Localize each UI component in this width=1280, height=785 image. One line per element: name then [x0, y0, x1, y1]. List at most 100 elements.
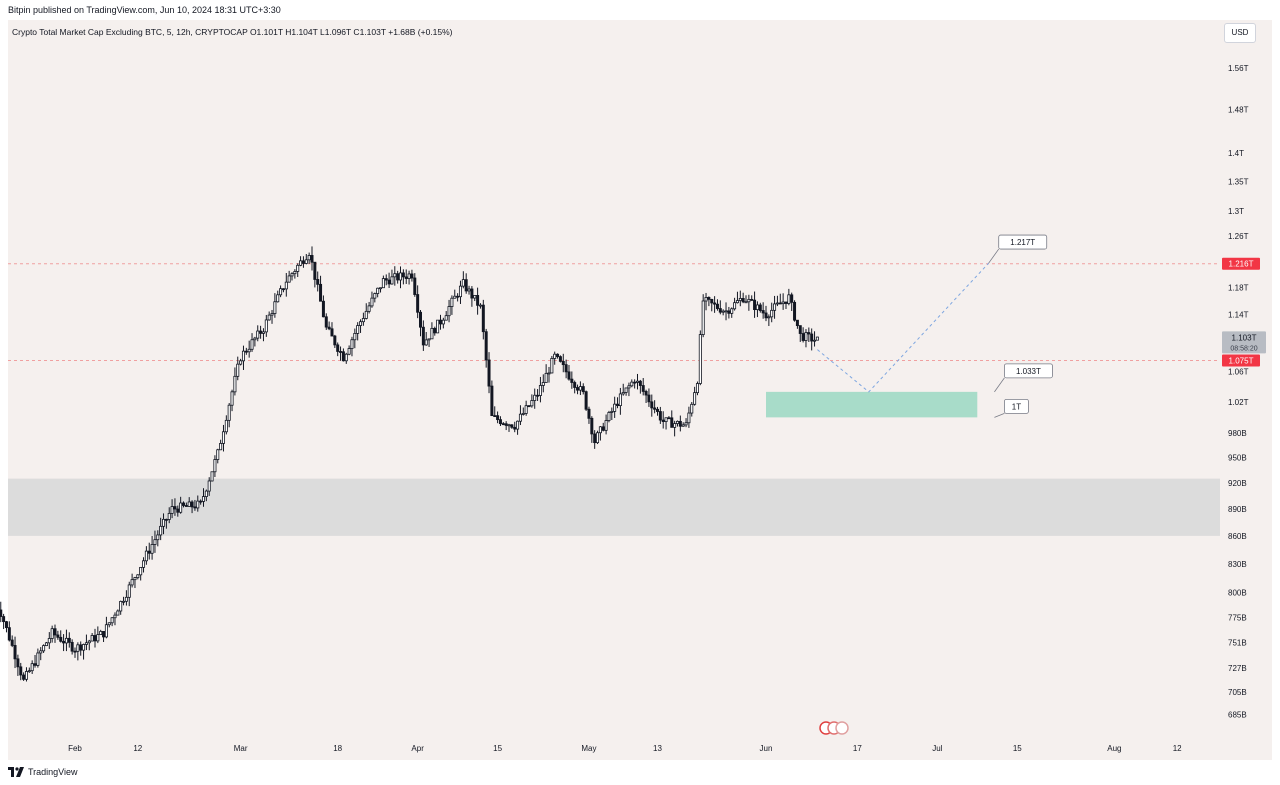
- candle: [681, 422, 685, 427]
- candle: [261, 328, 265, 342]
- candle: [210, 471, 214, 482]
- candle-body: [36, 652, 40, 666]
- candle-body: [793, 301, 797, 321]
- candle: [379, 287, 383, 293]
- candle: [504, 421, 508, 431]
- price-tick: 1.56T: [1228, 64, 1249, 73]
- candle: [738, 290, 742, 307]
- candle-body: [795, 319, 799, 327]
- candle: [484, 328, 488, 368]
- price-tick: 890B: [1228, 505, 1247, 514]
- candle-body: [156, 534, 160, 541]
- candle: [424, 332, 428, 346]
- candle-body: [379, 287, 383, 290]
- candle: [747, 294, 751, 311]
- candle: [601, 422, 605, 432]
- candle-body: [230, 391, 234, 406]
- candle-body: [321, 300, 325, 318]
- candle-body: [116, 610, 120, 616]
- candle-body: [481, 304, 485, 333]
- candle: [290, 272, 294, 281]
- candle-body: [27, 670, 31, 673]
- candle-body: [196, 500, 200, 509]
- candle-body: [647, 394, 651, 403]
- candle: [618, 387, 622, 415]
- candle-body: [213, 459, 217, 473]
- tradingview-logo-text: TradingView: [28, 767, 78, 777]
- candle: [30, 660, 34, 674]
- candle: [156, 530, 160, 547]
- candle-body: [376, 287, 380, 294]
- symbol-legend: Crypto Total Market Cap Excluding BTC, 5…: [12, 27, 453, 37]
- candle: [241, 345, 245, 370]
- candle: [436, 319, 440, 334]
- candle: [478, 303, 482, 309]
- candle: [775, 295, 779, 307]
- candle-body: [498, 419, 502, 425]
- candle-body: [747, 298, 751, 303]
- price-tick: 751B: [1228, 638, 1247, 647]
- candle-body: [727, 310, 731, 314]
- candle: [124, 590, 128, 606]
- candle: [273, 293, 277, 318]
- candle-body: [87, 640, 91, 644]
- candle: [162, 513, 166, 535]
- candle: [199, 499, 203, 505]
- candle-body: [42, 645, 46, 652]
- time-tick: Aug: [1107, 744, 1121, 753]
- candle: [116, 609, 120, 616]
- currency-button[interactable]: USD: [1224, 23, 1256, 43]
- price-tick: 775B: [1228, 614, 1247, 623]
- candle: [147, 542, 151, 560]
- candle: [650, 394, 654, 417]
- candle-body: [364, 310, 368, 319]
- candle: [293, 269, 297, 279]
- level-tag-text: 1.216T: [1229, 260, 1254, 269]
- candle-body: [99, 631, 103, 635]
- candle-body: [124, 596, 128, 602]
- candle: [253, 336, 257, 347]
- candle-body: [224, 419, 228, 433]
- callout-box: [998, 234, 1048, 250]
- candle: [438, 314, 442, 330]
- candle: [153, 530, 157, 553]
- candle: [561, 353, 565, 373]
- candle-body: [633, 381, 637, 384]
- candle: [310, 246, 314, 271]
- time-tick: 13: [653, 744, 662, 753]
- candle: [675, 420, 679, 427]
- tradingview-logo[interactable]: TradingView: [8, 767, 78, 777]
- candle: [353, 328, 357, 349]
- candle-body: [273, 301, 277, 314]
- candle-body: [547, 372, 551, 375]
- candle-body: [578, 386, 582, 391]
- candle-body: [561, 360, 565, 366]
- candle-body: [781, 301, 785, 305]
- candle: [4, 620, 8, 633]
- candle: [527, 405, 531, 408]
- candle: [544, 364, 548, 383]
- candle: [256, 325, 260, 342]
- candle: [287, 270, 291, 283]
- candle: [236, 356, 240, 381]
- candle: [473, 295, 477, 302]
- candle: [621, 383, 625, 396]
- candle: [541, 374, 545, 393]
- candle: [710, 298, 714, 312]
- candle: [16, 654, 20, 676]
- candle: [501, 422, 505, 426]
- candle: [393, 266, 397, 286]
- candle-body: [444, 315, 448, 321]
- candle: [299, 256, 303, 267]
- candle-body: [187, 501, 191, 507]
- candle: [233, 367, 237, 396]
- callout-leader: [994, 377, 1005, 393]
- candle-body: [384, 278, 388, 281]
- candle: [133, 576, 137, 589]
- candle: [670, 410, 674, 428]
- candle-body: [778, 302, 782, 305]
- candle-body: [424, 339, 428, 346]
- price-tick: 1.18T: [1228, 283, 1249, 292]
- candle: [76, 642, 80, 661]
